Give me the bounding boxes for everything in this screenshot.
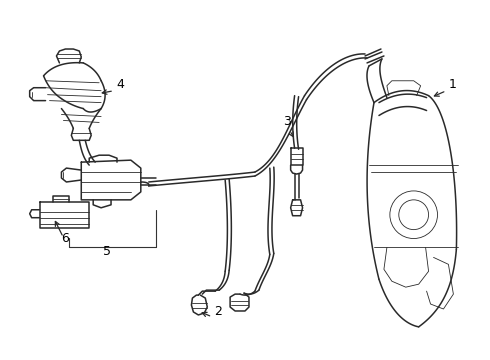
Text: 4: 4 [116, 78, 124, 91]
Text: 3: 3 [283, 116, 291, 129]
Text: 1: 1 [448, 78, 456, 91]
Text: 6: 6 [61, 231, 69, 244]
Text: 5: 5 [103, 246, 111, 258]
Text: 2: 2 [214, 305, 222, 318]
